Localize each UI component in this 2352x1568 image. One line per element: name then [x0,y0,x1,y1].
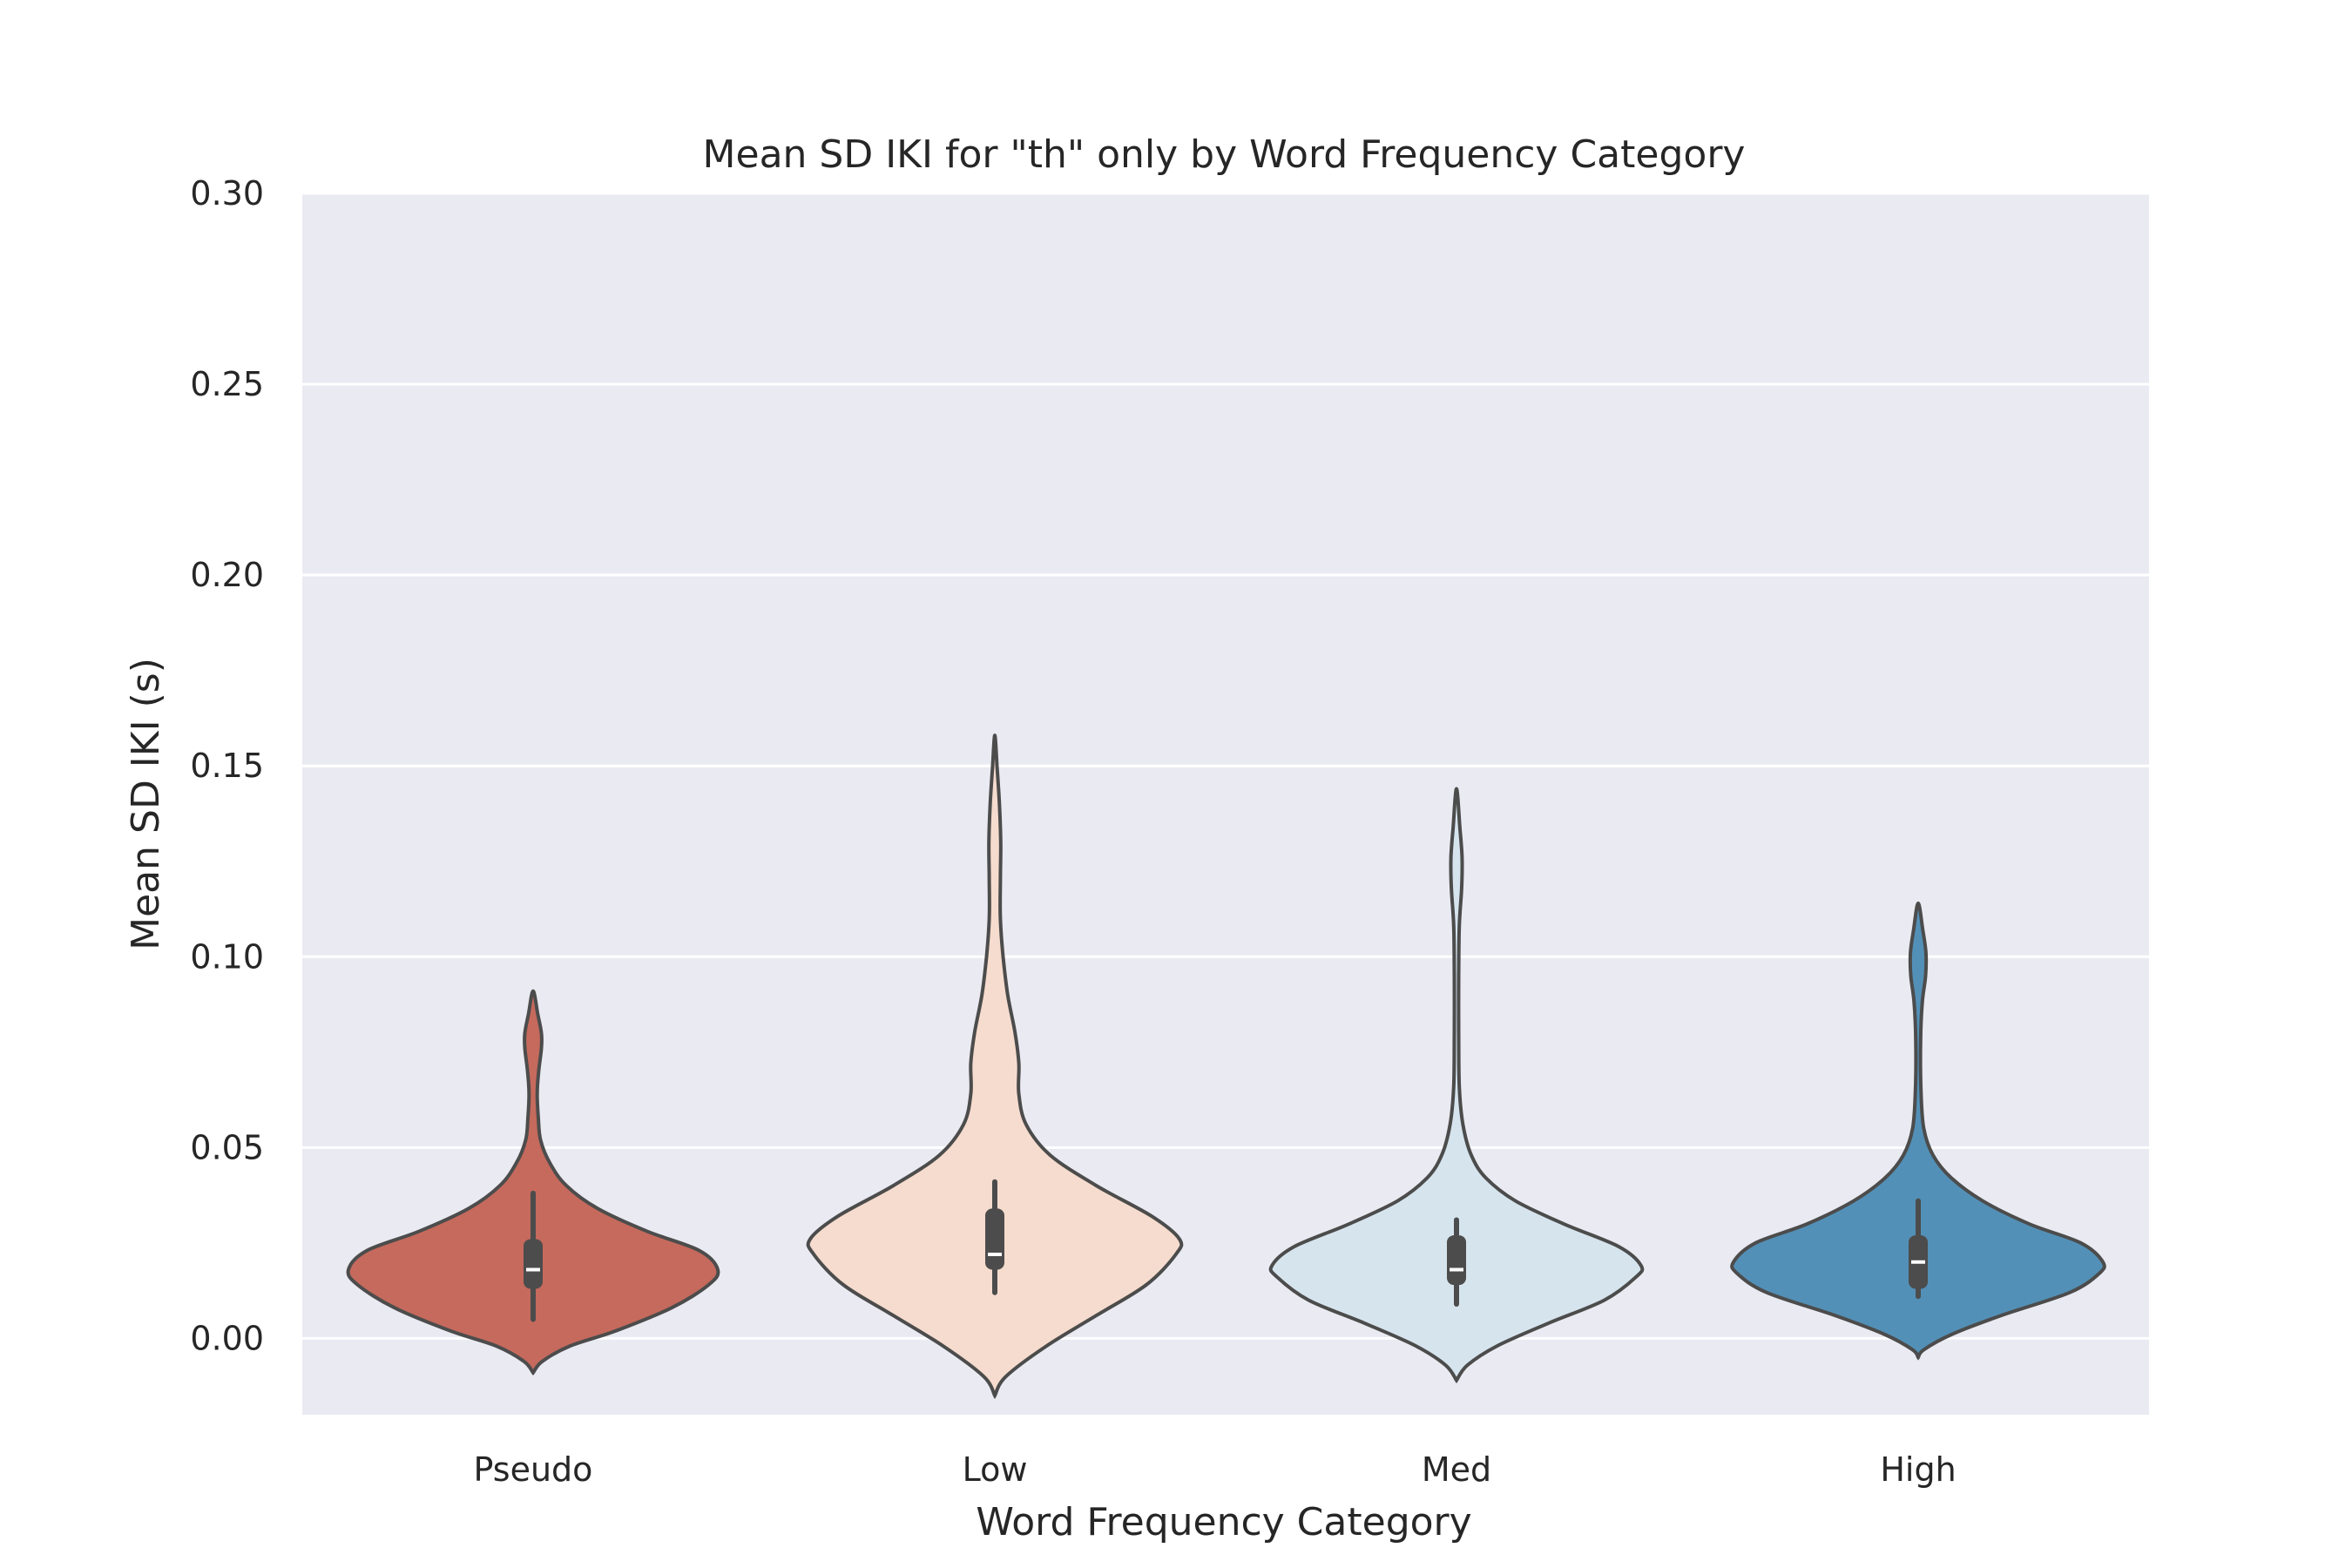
x-tick-label: Med [1422,1450,1491,1489]
violin-med [1268,787,1645,1384]
violin-high [1730,901,2106,1361]
chart-title: Mean SD IKI for "th" only by Word Freque… [703,132,1746,177]
y-tick-label: 0.20 [190,556,264,594]
y-tick-label: 0.25 [190,365,264,403]
y-axis-title: Mean SD IKI (s) [124,658,168,950]
violins [346,733,2106,1400]
iqr-box [1447,1235,1466,1286]
x-tick-labels: Pseudo Low Med High [474,1450,1957,1489]
x-axis-title: Word Frequency Category [976,1500,1471,1544]
y-tick-labels: 0.00 0.05 0.10 0.15 0.20 0.25 0.30 [190,174,264,1357]
iqr-box [524,1239,543,1289]
violin-body [1268,787,1645,1384]
y-tick-label: 0.00 [190,1319,264,1357]
violin-pseudo [346,989,720,1375]
grid-lines [302,192,2149,1340]
y-tick-label: 0.05 [190,1128,264,1166]
x-tick-label: Low [963,1450,1028,1489]
violin-low [806,733,1184,1400]
violin-body [1730,901,2106,1361]
x-tick-label: Pseudo [474,1450,593,1489]
iqr-box [985,1208,1004,1270]
y-tick-label: 0.10 [190,937,264,976]
y-tick-label: 0.15 [190,747,264,785]
y-tick-label: 0.30 [190,174,264,213]
violin-body [346,989,720,1375]
violin-body [806,733,1184,1400]
x-tick-label: High [1880,1450,1956,1489]
